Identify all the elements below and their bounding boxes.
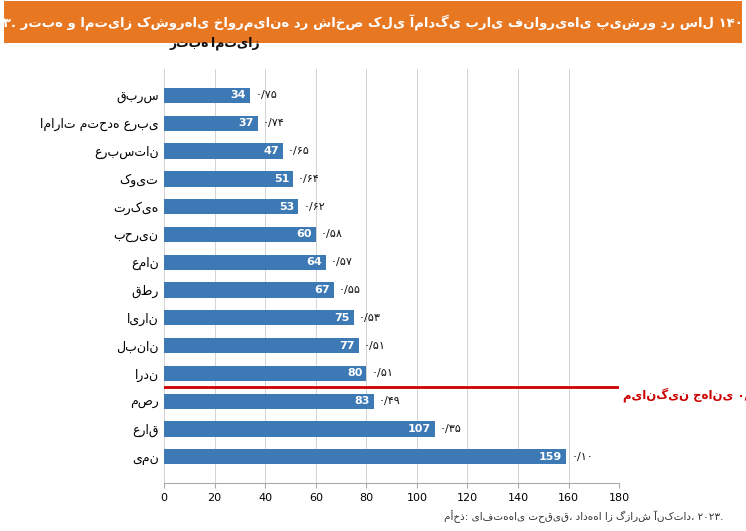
Text: مأخذ: یافته‌های تحقیق، داده‌ها از گزارش آنکتاد، ۲۰۲۳.: مأخذ: یافته‌های تحقیق، داده‌ها از گزارش … bbox=[444, 510, 724, 523]
Text: 67: 67 bbox=[314, 285, 330, 295]
Text: 159: 159 bbox=[539, 452, 562, 462]
Text: ۰/۳۵: ۰/۳۵ bbox=[439, 424, 462, 434]
Text: ۰/۵۱: ۰/۵۱ bbox=[372, 369, 393, 379]
Bar bbox=[164, 449, 566, 465]
FancyBboxPatch shape bbox=[4, 2, 742, 44]
Text: امتیاز: امتیاز bbox=[210, 36, 259, 49]
Text: ۰/۵۸: ۰/۵۸ bbox=[321, 229, 342, 239]
Text: 107: 107 bbox=[408, 424, 431, 434]
Bar bbox=[164, 143, 283, 159]
Text: 64: 64 bbox=[307, 257, 322, 267]
Text: 80: 80 bbox=[347, 369, 363, 379]
Text: ۰/۵۱: ۰/۵۱ bbox=[364, 340, 386, 350]
Text: ۰/۵۷: ۰/۵۷ bbox=[331, 257, 353, 267]
Bar bbox=[164, 338, 359, 353]
Text: 37: 37 bbox=[239, 118, 254, 129]
Text: 51: 51 bbox=[274, 174, 289, 184]
Text: میانگین جهانی ۰/۵۰: میانگین جهانی ۰/۵۰ bbox=[623, 387, 746, 402]
Bar bbox=[164, 282, 333, 298]
Text: 75: 75 bbox=[334, 313, 350, 323]
Text: ۰/۵۳: ۰/۵۳ bbox=[359, 313, 380, 323]
Bar bbox=[164, 393, 374, 409]
Text: ۰/۷۴: ۰/۷۴ bbox=[263, 118, 284, 129]
Text: 77: 77 bbox=[339, 340, 355, 350]
Text: ۰/۶۲: ۰/۶۲ bbox=[303, 202, 325, 212]
Text: 83: 83 bbox=[355, 396, 370, 406]
Bar bbox=[164, 254, 326, 270]
Bar bbox=[164, 116, 257, 131]
Text: 53: 53 bbox=[279, 202, 295, 212]
Bar bbox=[164, 421, 435, 436]
Bar bbox=[164, 199, 298, 215]
Text: ۰/۷۵: ۰/۷۵ bbox=[255, 90, 277, 100]
Text: نمودار ۳. رتبه و امتیاز کشورهای خاورمیانه در شاخص کلی آمادگی برای فناوری‌های پیش: نمودار ۳. رتبه و امتیاز کشورهای خاورمیان… bbox=[0, 14, 746, 31]
Text: 60: 60 bbox=[296, 229, 312, 239]
Text: ۰/۶۴: ۰/۶۴ bbox=[298, 174, 320, 184]
Bar bbox=[164, 366, 366, 381]
Text: ۰/۴۹: ۰/۴۹ bbox=[379, 396, 401, 406]
Text: 34: 34 bbox=[231, 90, 246, 100]
Text: ۰/۵۵: ۰/۵۵ bbox=[339, 285, 360, 295]
Text: رتبه: رتبه bbox=[169, 37, 209, 49]
Text: 47: 47 bbox=[263, 146, 279, 156]
Bar bbox=[164, 171, 293, 186]
Text: ۰/۶۵: ۰/۶۵ bbox=[288, 146, 310, 156]
Text: ۰/۱۰: ۰/۱۰ bbox=[571, 452, 593, 462]
Bar bbox=[164, 310, 354, 326]
Bar bbox=[164, 227, 316, 242]
Bar bbox=[164, 88, 250, 103]
